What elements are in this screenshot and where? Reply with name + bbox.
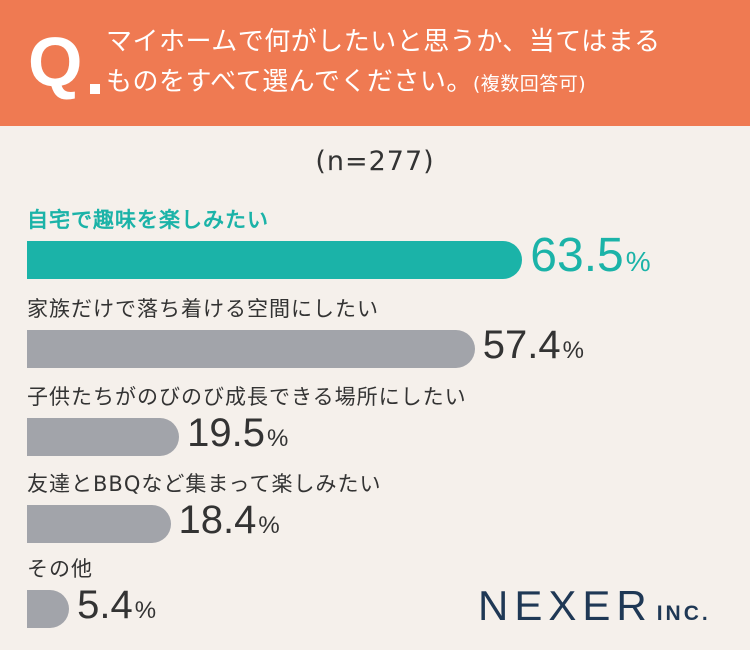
question-header: Q マイホームで何がしたいと思うか、当てはまる ものをすべて選んでください。(複… bbox=[0, 0, 750, 126]
value-unit: % bbox=[258, 512, 280, 539]
value-label: 5.4% bbox=[77, 580, 156, 639]
value-label: 57.4% bbox=[483, 320, 584, 379]
value-label: 18.4% bbox=[179, 495, 280, 554]
nexer-logo: NEXER INC. bbox=[478, 582, 711, 630]
value-label: 19.5% bbox=[187, 408, 288, 467]
question-line-1: マイホームで何がしたいと思うか、当てはまる bbox=[106, 27, 661, 57]
bar bbox=[27, 590, 70, 628]
question-line-2-text: ものをすべて選んでください。 bbox=[106, 67, 473, 97]
question-line-2: ものをすべて選んでください。(複数回答可) bbox=[106, 62, 746, 104]
value-label: 63.5% bbox=[530, 231, 650, 292]
value-unit: % bbox=[562, 337, 584, 364]
sample-size: (n=277) bbox=[315, 146, 435, 177]
value-unit: % bbox=[266, 425, 289, 452]
category-label: 自宅で趣味を楽しみたい bbox=[27, 208, 269, 232]
category-label: 友達とBBQなど集まって楽しみたい bbox=[27, 472, 382, 496]
value-unit: % bbox=[134, 597, 157, 624]
value-number: 5.4 bbox=[77, 583, 133, 627]
value-number: 63.5 bbox=[530, 229, 624, 282]
logo-main: NEXER bbox=[478, 582, 653, 629]
bar bbox=[27, 330, 475, 368]
category-label: その他 bbox=[27, 557, 93, 581]
category-label: 家族だけで落ち着ける空間にしたい bbox=[27, 297, 379, 321]
category-label: 子供たちがのびのび成長できる場所にしたい bbox=[27, 385, 467, 409]
value-unit: % bbox=[625, 246, 651, 277]
value-number: 19.5 bbox=[187, 411, 265, 455]
q-mark-dot bbox=[90, 84, 100, 94]
bar bbox=[27, 418, 180, 456]
question-text: マイホームで何がしたいと思うか、当てはまる ものをすべて選んでください。(複数回… bbox=[106, 22, 746, 104]
bar bbox=[27, 241, 523, 279]
value-number: 57.4 bbox=[482, 323, 561, 367]
question-note: (複数回答可) bbox=[472, 73, 587, 95]
q-mark: Q bbox=[28, 23, 83, 101]
value-number: 18.4 bbox=[178, 498, 257, 542]
logo-suffix: INC. bbox=[656, 602, 711, 625]
bar bbox=[27, 505, 171, 543]
